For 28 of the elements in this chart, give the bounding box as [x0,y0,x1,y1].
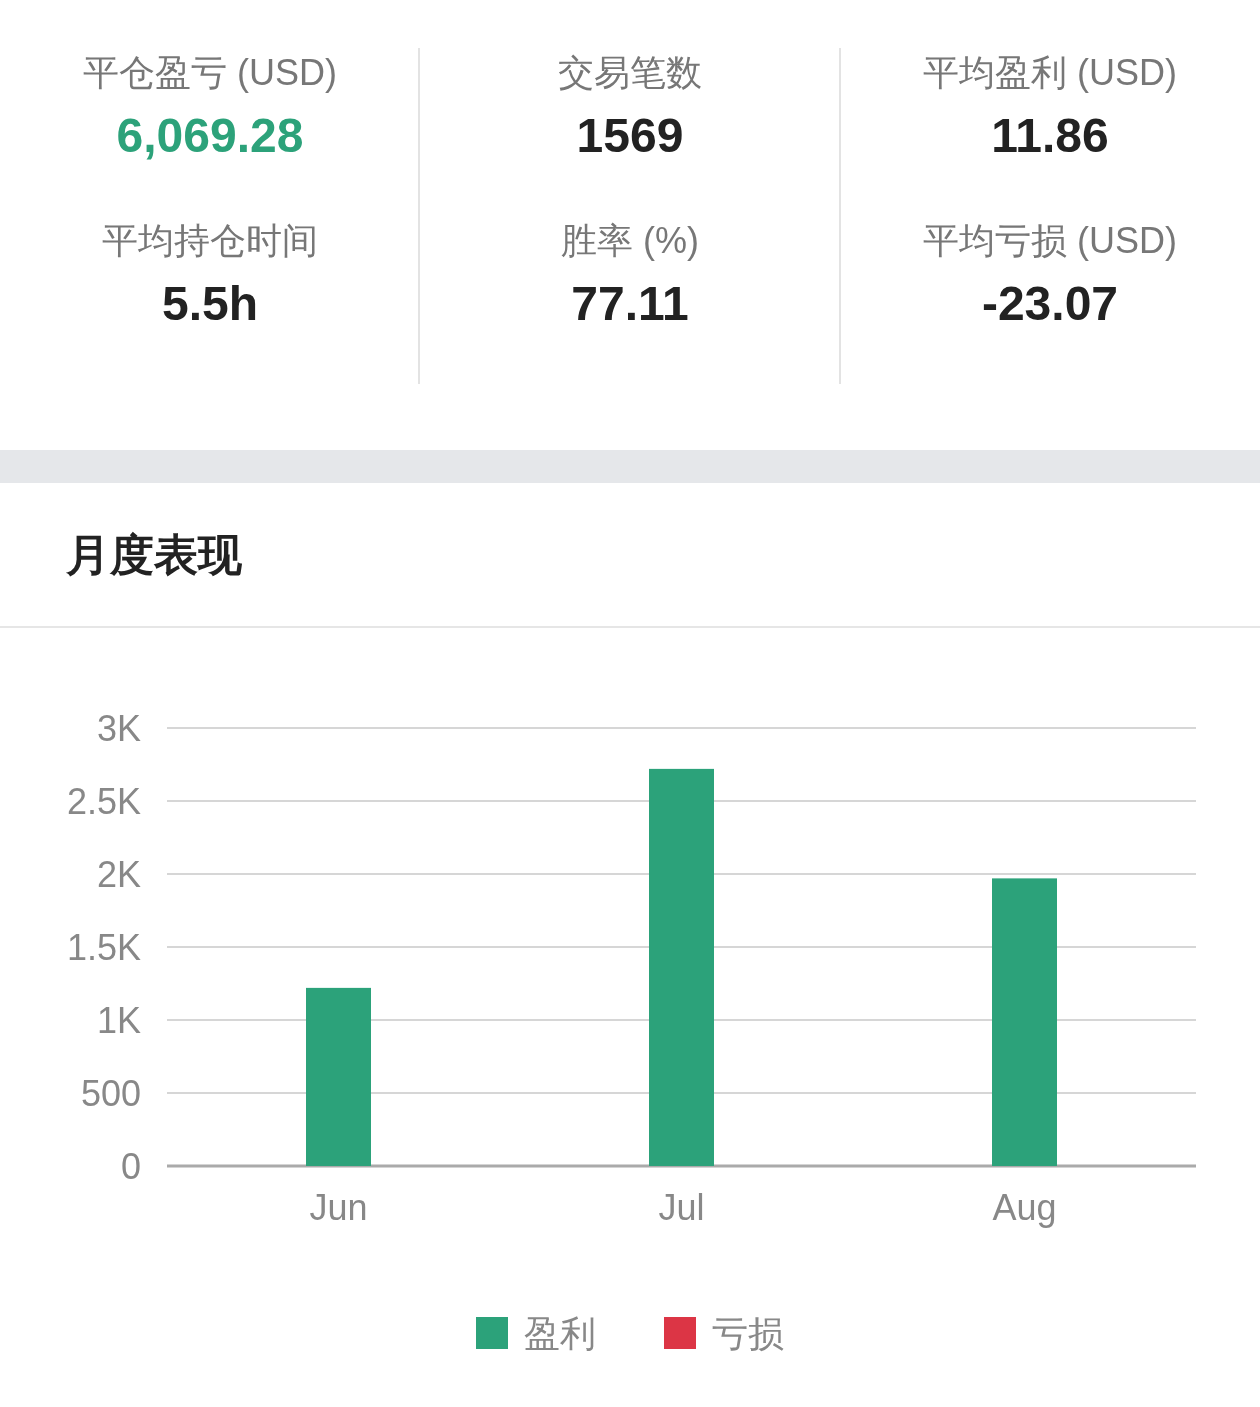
y-tick-label: 2.5K [66,781,141,822]
text: 5.5h [161,277,259,330]
y-tick-label: 3K [96,708,141,749]
x-tick-label: Jun [309,1187,368,1228]
text: 平均持仓时间 [102,220,318,261]
text: 交易笔数 [558,52,702,93]
legend-label: 亏损 [712,1313,784,1354]
text: 平仓盈亏 (USD) [83,52,337,93]
x-tick-label: Aug [992,1187,1057,1228]
y-tick-label: 500 [80,1073,141,1114]
text: 平均盈利 (USD) [923,52,1177,93]
y-tick-label: 1K [96,1000,141,1041]
text: 11.86 [991,109,1109,162]
chart-title: 月度表现 [65,530,243,579]
y-tick-label: 1.5K [66,927,141,968]
legend-label: 盈利 [524,1313,596,1354]
bar [306,987,371,1166]
text: 胜率 (%) [561,220,699,261]
text: 1569 [576,109,684,162]
y-tick-label: 0 [120,1146,141,1187]
y-tick-label: 2K [96,854,141,895]
bar [649,768,714,1166]
text: 6,069.28 [116,109,304,162]
bar [992,878,1057,1166]
x-tick-label: Jul [658,1187,705,1228]
text: -23.07 [981,277,1119,330]
text: 平均亏损 (USD) [923,220,1177,261]
text: 77.11 [571,277,689,330]
